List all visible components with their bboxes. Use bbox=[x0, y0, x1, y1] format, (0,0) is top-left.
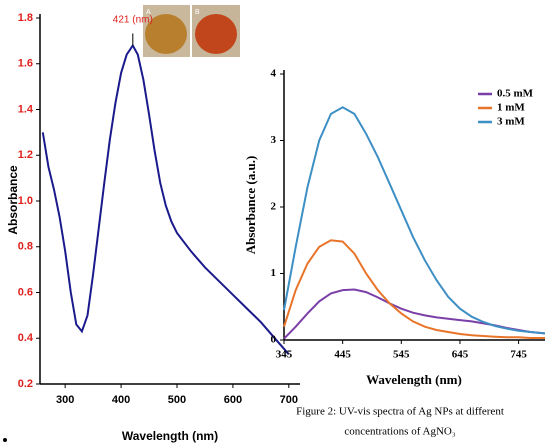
y-tick-label: 0 bbox=[271, 334, 277, 346]
data-line bbox=[283, 288, 545, 340]
flask-b bbox=[195, 14, 237, 54]
x-tick-label: 545 bbox=[393, 349, 410, 361]
photo-label: A bbox=[146, 9, 151, 16]
bullet bbox=[3, 438, 7, 442]
caption: concentrations of AgNO₃ bbox=[344, 426, 456, 438]
y-tick-label: 1.6 bbox=[18, 58, 33, 70]
x-tick-label: 600 bbox=[224, 394, 242, 406]
data-line bbox=[283, 106, 545, 335]
annotation: 421 (nm) bbox=[113, 15, 153, 26]
y-tick-label: 1.2 bbox=[18, 149, 33, 161]
y-axis-label: Absorbance (a.u.) bbox=[243, 156, 258, 255]
y-tick-label: 2 bbox=[271, 201, 277, 213]
y-tick-label: 3 bbox=[271, 134, 277, 146]
y-tick-label: 4 bbox=[271, 68, 277, 80]
y-tick-label: 0.6 bbox=[18, 286, 33, 298]
y-tick-label: 1.0 bbox=[18, 195, 33, 207]
y-tick-label: 0.8 bbox=[18, 241, 33, 253]
caption: Figure 2: UV-vis spectra of Ag NPs at di… bbox=[296, 406, 504, 418]
photo-label: B bbox=[195, 9, 200, 16]
legend-label: 3 mM bbox=[497, 116, 525, 128]
x-axis-label: Wavelength (nm) bbox=[122, 429, 218, 443]
legend-label: 1 mM bbox=[497, 102, 525, 114]
y-tick-label: 1.8 bbox=[18, 12, 33, 24]
y-tick-label: 0.2 bbox=[18, 378, 33, 390]
x-tick-label: 745 bbox=[510, 349, 527, 361]
y-axis-label: Absorbance bbox=[6, 165, 20, 235]
data-line bbox=[283, 239, 545, 339]
x-axis-label: Wavelength (nm) bbox=[366, 372, 462, 387]
flask-a bbox=[145, 14, 187, 54]
y-tick-label: 1.4 bbox=[18, 103, 34, 115]
x-tick-label: 400 bbox=[112, 394, 130, 406]
inset-photos bbox=[143, 5, 240, 57]
data-line bbox=[41, 43, 290, 355]
x-tick-label: 645 bbox=[452, 349, 469, 361]
x-tick-label: 300 bbox=[56, 394, 74, 406]
x-tick-label: 445 bbox=[334, 349, 351, 361]
x-tick-label: 345 bbox=[276, 349, 293, 361]
y-tick-label: 1 bbox=[271, 267, 277, 279]
legend-label: 0.5 mM bbox=[497, 88, 534, 100]
x-tick-label: 700 bbox=[280, 394, 298, 406]
y-tick-label: 0.4 bbox=[18, 332, 34, 344]
x-tick-label: 500 bbox=[168, 394, 186, 406]
